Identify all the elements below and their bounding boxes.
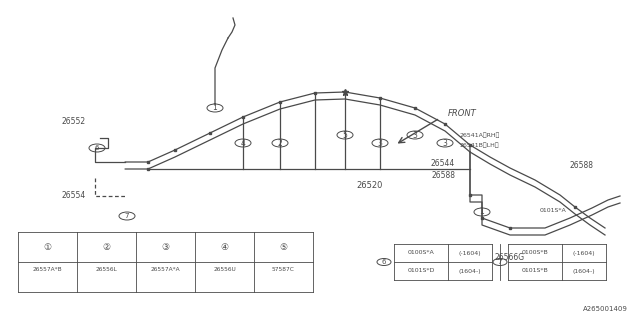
Text: 26588: 26588 [431,171,455,180]
Text: 26556L: 26556L [95,267,117,272]
Text: 7: 7 [498,259,502,265]
Text: 57587C: 57587C [272,267,295,272]
Text: 3: 3 [413,131,417,140]
Text: 26541A〈RH〉: 26541A〈RH〉 [460,132,500,138]
Text: 26552: 26552 [62,117,86,126]
Text: A265001409: A265001409 [583,306,628,312]
Text: 26556U: 26556U [213,267,236,272]
Text: 7: 7 [125,213,129,219]
Text: 0101S*B: 0101S*B [522,268,548,274]
Text: 26541B〈LH〉: 26541B〈LH〉 [460,142,500,148]
Text: (1604-): (1604-) [573,268,595,274]
Text: 26520: 26520 [357,180,383,189]
Text: 26557A*A: 26557A*A [150,267,180,272]
Text: (-1604): (-1604) [459,251,481,255]
Text: 0101S*D: 0101S*D [407,268,435,274]
Text: FRONT: FRONT [448,108,477,117]
Text: ③: ③ [161,243,170,252]
Text: ④: ④ [220,243,228,252]
Text: 3: 3 [443,139,447,148]
Text: 0100S*B: 0100S*B [522,251,548,255]
Text: 6: 6 [95,145,99,151]
Text: ⑤: ⑤ [280,243,287,252]
Text: 26557A*B: 26557A*B [33,267,62,272]
Text: ①: ① [44,243,52,252]
Text: 5: 5 [342,131,348,140]
Text: 4: 4 [241,139,245,148]
Text: 26544: 26544 [431,158,455,167]
Text: 1: 1 [479,207,484,217]
Text: 1: 1 [212,103,218,113]
Text: 26588: 26588 [570,161,594,170]
Text: 3: 3 [378,139,383,148]
Text: 26566G: 26566G [495,253,525,262]
Text: (1604-): (1604-) [459,268,481,274]
Text: 0101S*A: 0101S*A [540,207,567,212]
Text: 6: 6 [381,259,387,265]
Text: 2: 2 [278,139,282,148]
Text: ②: ② [102,243,111,252]
Text: (-1604): (-1604) [573,251,595,255]
Text: 0100S*A: 0100S*A [408,251,435,255]
Text: 26554: 26554 [62,191,86,201]
